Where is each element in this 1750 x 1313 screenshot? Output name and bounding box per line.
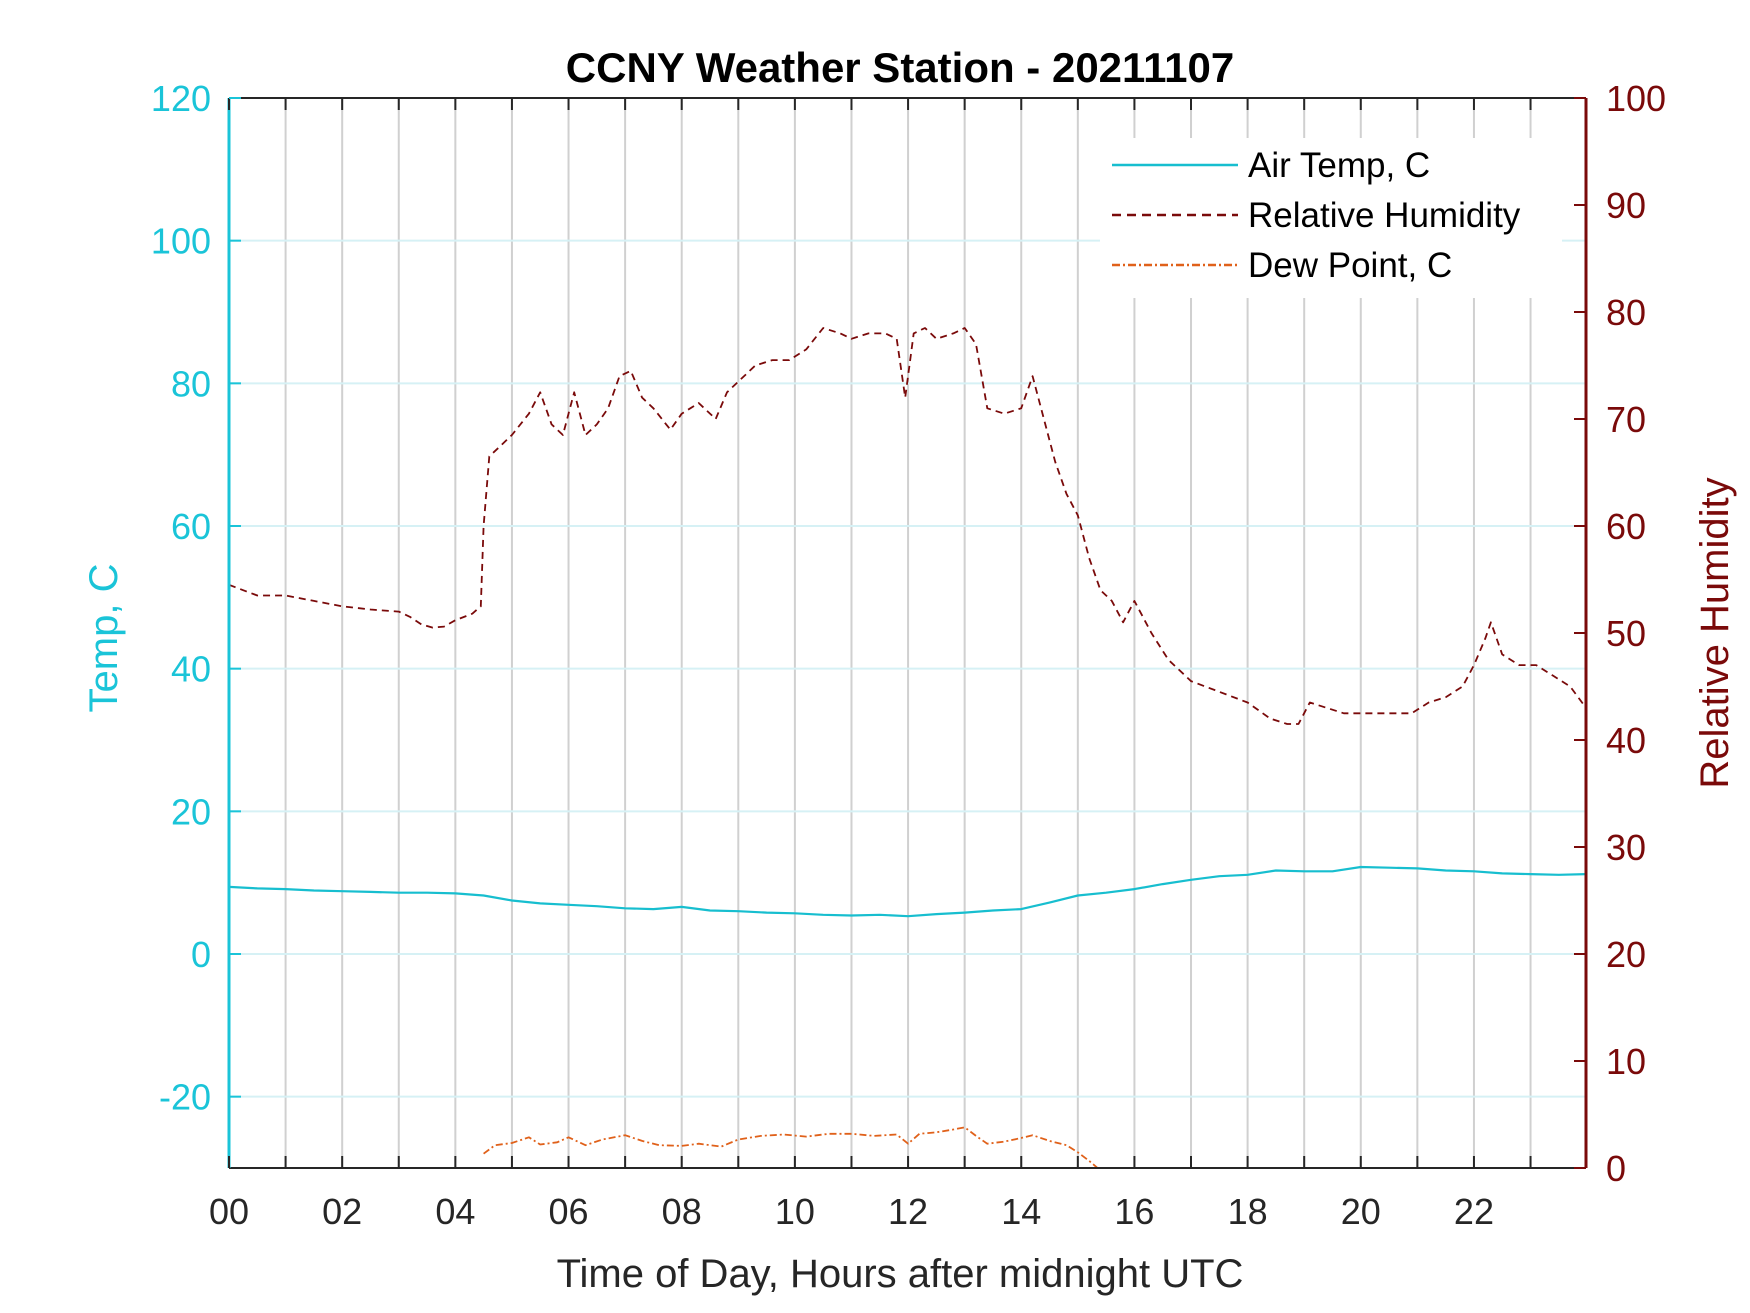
legend-label-humidity: Relative Humidity bbox=[1248, 196, 1521, 235]
y-right-tick-label: 50 bbox=[1606, 613, 1646, 654]
chart-title: CCNY Weather Station - 20211107 bbox=[566, 44, 1234, 91]
y-right-tick-label: 20 bbox=[1606, 934, 1646, 975]
axes: 00 02 04 06 08 10 12 14 16 18 20 22-200204060801001… bbox=[151, 78, 1666, 1232]
x-tick-label: 22 bbox=[1454, 1191, 1494, 1232]
y-left-tick-label: 120 bbox=[151, 78, 211, 119]
y-right-tick-label: 60 bbox=[1606, 506, 1646, 547]
y-right-tick-label: 100 bbox=[1606, 78, 1666, 119]
y-right-tick-label: 90 bbox=[1606, 185, 1646, 226]
series-air-temp-group bbox=[229, 865, 1586, 918]
x-tick-label: 18 bbox=[1228, 1191, 1268, 1232]
y-right-tick-label: 30 bbox=[1606, 827, 1646, 868]
grid bbox=[228, 97, 1586, 1168]
y-right-tick-label: 70 bbox=[1606, 399, 1646, 440]
x-tick-label: 04 bbox=[435, 1191, 475, 1232]
y-left-tick-label: 20 bbox=[171, 791, 211, 832]
x-tick-label: 12 bbox=[888, 1191, 928, 1232]
x-tick-label: 16 bbox=[1114, 1191, 1154, 1232]
x-tick-label: 14 bbox=[1001, 1191, 1041, 1232]
legend: Air Temp, C Relative Humidity Dew Point,… bbox=[1100, 138, 1562, 298]
y-right-tick-label: 10 bbox=[1606, 1041, 1646, 1082]
y-left-tick-label: 60 bbox=[171, 506, 211, 547]
y-left-tick-label: 0 bbox=[191, 934, 211, 975]
y-left-tick-label: 100 bbox=[151, 221, 211, 262]
x-tick-label: 08 bbox=[662, 1191, 702, 1232]
series-relative-humidity-group bbox=[229, 327, 1586, 725]
y-left-tick-label: 40 bbox=[171, 649, 211, 690]
x-tick-label: 10 bbox=[775, 1191, 815, 1232]
y-axis-right-label: Relative Humidity bbox=[1693, 477, 1737, 788]
y-left-tick-label: -20 bbox=[159, 1077, 211, 1118]
y-axis-left-label: Temp, C bbox=[82, 564, 126, 713]
y-left-tick-label: 80 bbox=[171, 363, 211, 404]
y-right-tick-label: 0 bbox=[1606, 1148, 1626, 1189]
y-right-tick-label: 40 bbox=[1606, 720, 1646, 761]
legend-label-air-temp: Air Temp, C bbox=[1248, 146, 1430, 185]
series-layer bbox=[229, 327, 1586, 1168]
series-air-temp bbox=[229, 865, 1586, 918]
legend-label-dew-point: Dew Point, C bbox=[1248, 246, 1452, 285]
series-dew-point bbox=[483, 1126, 1099, 1168]
x-tick-label: 00 bbox=[209, 1191, 249, 1232]
y-right-tick-label: 80 bbox=[1606, 292, 1646, 333]
x-tick-label: 20 bbox=[1341, 1191, 1381, 1232]
x-axis-label: Time of Day, Hours after midnight UTC bbox=[557, 1252, 1244, 1296]
series-dew-point-group bbox=[483, 1126, 1099, 1168]
x-tick-label: 02 bbox=[322, 1191, 362, 1232]
x-tick-label: 06 bbox=[549, 1191, 589, 1232]
series-relative-humidity bbox=[229, 327, 1586, 725]
